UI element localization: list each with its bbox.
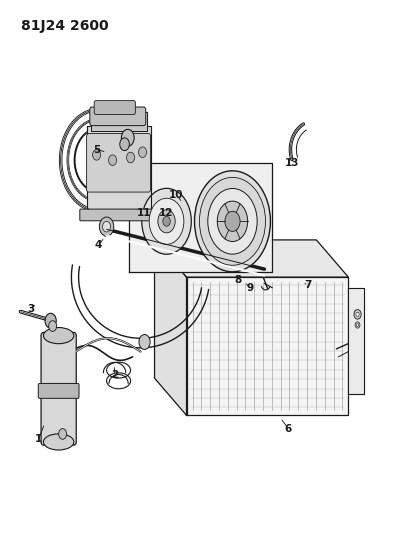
- Text: 5: 5: [93, 144, 100, 155]
- Text: 13: 13: [285, 158, 300, 168]
- Text: 10: 10: [169, 190, 184, 200]
- Polygon shape: [154, 240, 348, 277]
- Circle shape: [142, 188, 191, 254]
- Text: 12: 12: [159, 208, 174, 219]
- FancyBboxPatch shape: [80, 209, 155, 221]
- Circle shape: [163, 216, 170, 226]
- Circle shape: [356, 324, 359, 327]
- Circle shape: [120, 138, 130, 151]
- FancyBboxPatch shape: [38, 383, 79, 398]
- Ellipse shape: [43, 434, 74, 450]
- Text: 6: 6: [285, 424, 292, 434]
- Text: 4: 4: [95, 240, 102, 250]
- Circle shape: [139, 335, 150, 350]
- Polygon shape: [348, 288, 365, 394]
- Text: 3: 3: [27, 304, 34, 314]
- FancyBboxPatch shape: [90, 107, 146, 126]
- Circle shape: [356, 312, 359, 317]
- Circle shape: [136, 172, 142, 180]
- Circle shape: [199, 177, 265, 265]
- FancyBboxPatch shape: [87, 134, 150, 192]
- Circle shape: [59, 429, 67, 439]
- Text: 2: 2: [111, 370, 118, 381]
- Polygon shape: [87, 126, 150, 216]
- Circle shape: [45, 313, 56, 328]
- FancyBboxPatch shape: [94, 101, 136, 115]
- Circle shape: [194, 171, 270, 272]
- Circle shape: [93, 150, 101, 160]
- Circle shape: [99, 217, 114, 236]
- Circle shape: [103, 221, 111, 232]
- Circle shape: [208, 189, 257, 254]
- Circle shape: [217, 201, 248, 241]
- Text: 7: 7: [305, 280, 312, 290]
- Ellipse shape: [43, 328, 74, 344]
- Circle shape: [109, 155, 117, 165]
- FancyBboxPatch shape: [41, 333, 76, 445]
- Circle shape: [225, 211, 240, 231]
- Polygon shape: [186, 277, 348, 415]
- Circle shape: [354, 310, 361, 319]
- Circle shape: [149, 198, 184, 245]
- Text: 1: 1: [35, 434, 42, 445]
- Text: 8: 8: [235, 275, 242, 285]
- Text: 11: 11: [137, 208, 152, 219]
- Text: 9: 9: [247, 283, 254, 293]
- Circle shape: [355, 322, 360, 328]
- Circle shape: [49, 321, 57, 332]
- Text: 81J24 2600: 81J24 2600: [21, 19, 108, 33]
- Circle shape: [139, 147, 146, 158]
- Polygon shape: [154, 240, 186, 415]
- Polygon shape: [129, 163, 272, 272]
- Polygon shape: [91, 112, 146, 131]
- Circle shape: [158, 210, 175, 233]
- Circle shape: [127, 152, 135, 163]
- Circle shape: [122, 130, 134, 147]
